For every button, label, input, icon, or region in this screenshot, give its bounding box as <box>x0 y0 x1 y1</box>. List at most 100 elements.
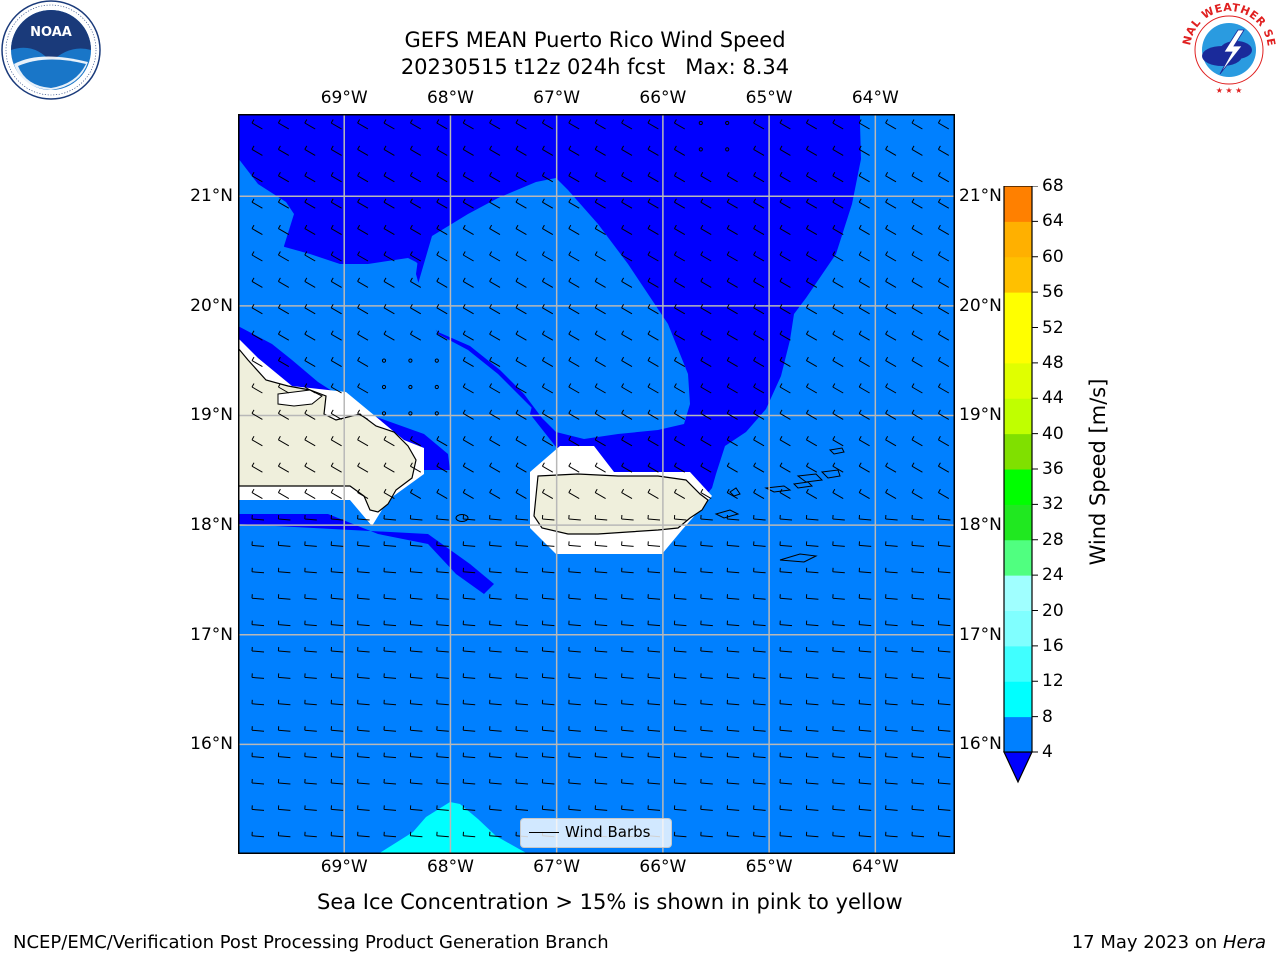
wind-barb <box>673 383 686 394</box>
wind-barb <box>568 778 581 785</box>
wind-barb <box>805 673 819 679</box>
wind-barb <box>489 356 501 368</box>
wind-barb <box>409 488 422 500</box>
wind-barb <box>937 224 950 236</box>
wind-barb <box>462 646 476 653</box>
wind-barb <box>568 673 581 679</box>
wind-barb <box>568 594 581 600</box>
wind-barb <box>251 330 263 341</box>
wind-barb <box>436 277 448 288</box>
wind-barb <box>753 514 766 521</box>
wind-barb <box>779 462 791 473</box>
map-subtitle: 20230515 t12z 024h fcst Max: 8.34 <box>400 55 790 79</box>
wind-barb <box>937 567 951 574</box>
wind-barb <box>805 805 819 811</box>
wind-barb <box>594 488 606 500</box>
wind-barb <box>779 330 791 341</box>
wind-barb <box>621 277 633 288</box>
wind-barb <box>700 436 712 447</box>
st-croix-island <box>779 553 818 563</box>
wind-barb <box>700 277 712 288</box>
calm-wind-marker <box>725 120 730 126</box>
vieques-island <box>714 509 740 519</box>
wind-barb <box>568 646 581 653</box>
wind-barb <box>673 752 687 759</box>
wind-barb <box>541 541 555 547</box>
wind-barb <box>753 778 766 785</box>
colorbar-tick-label: 24 <box>1042 565 1064 586</box>
wind-barb <box>489 541 502 547</box>
wind-barb <box>409 462 422 473</box>
wind-barb <box>594 172 606 183</box>
wind-barb <box>436 488 448 500</box>
wind-barb <box>330 699 344 706</box>
wind-barb <box>383 145 395 156</box>
wind-barb <box>647 567 661 574</box>
wind-below-4-left-strip <box>238 326 450 470</box>
wind-barb <box>832 409 844 420</box>
wind-barb <box>357 778 370 785</box>
calm-wind-marker <box>434 358 439 363</box>
wind-barb <box>621 436 633 447</box>
wind-barb <box>251 541 265 547</box>
wind-barb <box>858 488 870 500</box>
wind-barb <box>462 436 474 447</box>
colorbar-tick-label: 12 <box>1042 671 1064 692</box>
wind-barb <box>621 567 634 574</box>
wind-barb <box>541 330 554 341</box>
wind-barb <box>700 567 713 574</box>
calm-wind-marker <box>725 147 730 152</box>
wind-barb <box>357 330 369 341</box>
wind-barb <box>647 462 659 473</box>
wind-barb <box>409 251 422 262</box>
wind-barb <box>330 673 344 679</box>
wind-barb <box>937 119 950 130</box>
wind-barb <box>330 409 342 420</box>
calm-wind-marker <box>434 411 439 416</box>
colorbar-segment <box>1004 469 1032 505</box>
wind-barb <box>937 330 950 341</box>
wind-barb <box>647 778 661 785</box>
wind-barb <box>357 673 370 679</box>
footer-host: Hera <box>1222 932 1266 953</box>
wind-barb <box>489 778 502 785</box>
wind-barb <box>621 198 633 209</box>
wind-barb <box>937 752 951 759</box>
wind-barb <box>515 304 527 315</box>
wind-barb <box>647 251 659 262</box>
wind-barb <box>541 304 554 315</box>
wind-barb <box>673 726 687 732</box>
wind-barb <box>832 224 844 236</box>
wind-barb <box>621 673 634 679</box>
legend-label: Wind Barbs <box>565 823 651 841</box>
wind-barb <box>357 436 369 447</box>
wind-barb <box>436 198 448 209</box>
calm-wind-marker <box>698 147 703 152</box>
axis-label: 16°N <box>190 734 233 755</box>
wind-barb <box>858 594 872 600</box>
wind-barb <box>726 409 738 420</box>
wind-barb <box>726 594 740 600</box>
wind-barb <box>700 224 712 236</box>
wind-barb <box>885 462 897 473</box>
wind-barb <box>383 620 397 627</box>
wind-barb <box>805 620 819 627</box>
wind-barb <box>858 620 872 627</box>
wind-barb <box>753 172 765 183</box>
wind-barb <box>436 752 449 759</box>
wind-barb <box>277 172 290 183</box>
wind-barb <box>700 514 713 521</box>
wind-barb <box>937 304 950 315</box>
colorbar-tick-label: 20 <box>1042 600 1064 621</box>
wind-barb <box>462 831 476 838</box>
wind-barb <box>937 620 951 627</box>
wind-barb <box>489 646 502 653</box>
wind-barb <box>805 304 818 315</box>
wind-barb <box>383 752 397 759</box>
wind-barb <box>489 304 501 315</box>
wind-barb <box>541 514 555 521</box>
wind-barb <box>568 356 580 368</box>
wind-barb <box>515 251 527 262</box>
wind-barb <box>383 831 397 838</box>
wind-barb <box>462 673 476 679</box>
